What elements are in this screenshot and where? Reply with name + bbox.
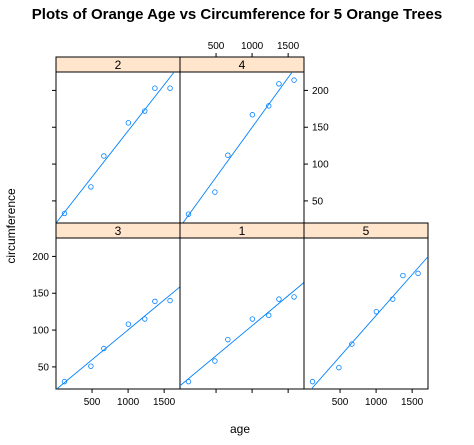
point-tree-4-3 — [249, 112, 256, 118]
y-tick-label-left-100: 100 — [32, 326, 49, 337]
point-tree-4-6 — [291, 77, 297, 83]
point-tree-1-1 — [212, 358, 218, 364]
point-tree-1-5 — [276, 296, 282, 302]
y-tick-label-left-150: 150 — [32, 289, 49, 300]
point-tree-2-3 — [125, 120, 132, 126]
point-tree-1-4 — [266, 312, 272, 319]
y-axis-label: circumference — [4, 188, 18, 264]
panel-frame-tree-3 — [55, 237, 181, 390]
point-tree-1-0 — [185, 378, 192, 385]
point-tree-4-5 — [276, 81, 282, 87]
fit-line-tree-1 — [179, 282, 305, 387]
point-tree-3-2 — [101, 345, 107, 352]
point-tree-2-0 — [61, 210, 68, 217]
strip-label-tree-2: 2 — [115, 58, 122, 72]
x-tick-label-top-1000: 1000 — [241, 41, 264, 52]
strip-label-tree-5: 5 — [363, 224, 370, 238]
point-tree-2-1 — [88, 184, 94, 190]
point-tree-3-0 — [61, 378, 68, 385]
panel-frame-tree-4 — [179, 71, 305, 224]
x-tick-label-top-500: 500 — [208, 41, 225, 52]
point-tree-3-6 — [167, 297, 173, 304]
y-tick-label-right-100: 100 — [312, 160, 329, 171]
x-tick-label-bottom-2-1000: 1000 — [365, 397, 388, 408]
point-tree-1-6 — [291, 294, 297, 300]
point-tree-1-2 — [225, 336, 231, 343]
x-tick-label-bottom-0-1000: 1000 — [117, 397, 140, 408]
panel-tree-2: 2 — [55, 56, 181, 224]
point-tree-2-2 — [101, 153, 107, 159]
x-tick-label-bottom-2-500: 500 — [332, 397, 349, 408]
fit-line-tree-4 — [182, 71, 293, 224]
x-tick-label-bottom-2-1500: 1500 — [401, 397, 424, 408]
point-tree-3-3 — [125, 321, 132, 327]
point-tree-5-6 — [415, 270, 421, 277]
point-tree-1-3 — [249, 316, 256, 322]
point-tree-5-1 — [336, 364, 342, 371]
y-tick-label-right-50: 50 — [312, 196, 324, 207]
point-tree-2-6 — [167, 85, 173, 91]
y-tick-label-right-150: 150 — [312, 123, 329, 134]
point-tree-4-4 — [266, 103, 272, 109]
chart-title: Plots of Orange Age vs Circumference for… — [32, 6, 442, 23]
fit-line-tree-5 — [310, 256, 429, 390]
fit-line-tree-2 — [55, 71, 175, 224]
point-tree-3-4 — [142, 316, 148, 322]
point-tree-3-5 — [152, 298, 158, 305]
point-tree-5-5 — [400, 272, 406, 279]
x-tick-label-top-1500: 1500 — [277, 41, 300, 52]
point-tree-2-4 — [142, 108, 148, 114]
point-tree-5-2 — [349, 341, 355, 347]
panel-tree-1: 1 — [179, 222, 305, 390]
x-tick-label-bottom-0-1500: 1500 — [153, 397, 176, 408]
x-tick-label-bottom-0-500: 500 — [84, 397, 101, 408]
point-tree-5-3 — [373, 308, 380, 315]
y-tick-label-right-200: 200 — [312, 86, 329, 97]
panel-tree-3: 3 — [55, 222, 181, 390]
point-tree-2-5 — [152, 85, 158, 91]
fit-line-tree-3 — [56, 286, 181, 390]
x-axis-label: age — [230, 422, 250, 436]
point-tree-5-0 — [309, 378, 316, 385]
panel-tree-4: 4 — [179, 56, 305, 224]
point-tree-3-1 — [88, 363, 94, 369]
panel-frame-tree-2 — [55, 71, 181, 224]
y-tick-label-left-50: 50 — [38, 362, 50, 373]
panel-frame-tree-1 — [179, 237, 305, 390]
panel-frame-tree-5 — [303, 237, 429, 390]
strip-label-tree-3: 3 — [115, 224, 122, 238]
strip-label-tree-1: 1 — [239, 224, 246, 238]
panel-tree-5: 5 — [303, 222, 429, 390]
strip-label-tree-4: 4 — [239, 58, 246, 72]
point-tree-4-2 — [225, 152, 231, 158]
y-tick-label-left-200: 200 — [32, 252, 49, 263]
point-tree-4-1 — [212, 189, 218, 195]
point-tree-5-4 — [390, 296, 396, 302]
point-tree-4-0 — [185, 211, 192, 217]
panel-grid: 2 4 3 1 5 — [55, 56, 429, 390]
